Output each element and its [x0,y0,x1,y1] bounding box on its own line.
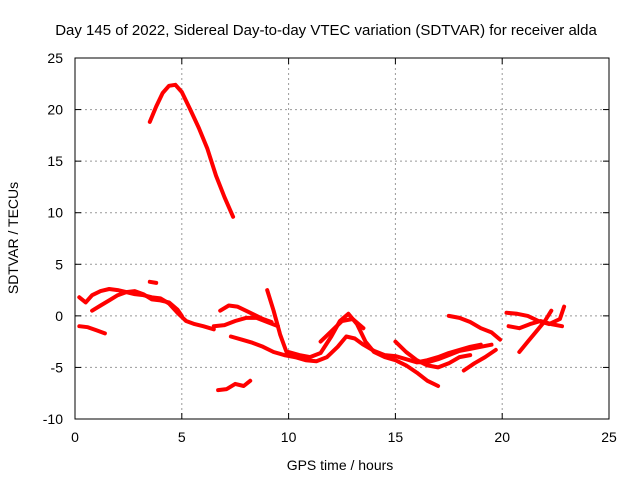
series-arc-i [318,317,366,344]
x-tick-label: 20 [494,429,510,445]
series-arc-c [90,289,184,318]
y-tick-label: 5 [55,256,63,272]
series-arc-high [147,82,236,219]
plot-frame [74,57,610,420]
series-arc-l [446,313,503,342]
x-tick-label: 10 [281,429,297,445]
y-tick-label: 15 [47,153,63,169]
chart-title: Day 145 of 2022, Sidereal Day-to-day VTE… [55,22,597,39]
series-arc-q [147,279,159,285]
data-series [77,82,567,393]
y-tick-label: 25 [47,50,63,66]
series-arc-f [228,334,297,360]
series-arc-h [286,311,441,388]
series-arc-m [461,347,498,373]
y-tick-label: -10 [43,411,63,427]
series-arc-e [211,315,280,329]
y-tick-label: -5 [51,359,64,375]
x-tick-label: 5 [178,429,186,445]
x-tick-label: 15 [388,429,404,445]
y-tick-label: 0 [55,308,63,324]
series-arc-j [393,339,473,370]
series-arc-o [506,319,564,331]
series-arc-r [216,378,253,393]
y-tick-label: 10 [47,205,63,221]
series-arc-b [77,324,107,336]
axis-ticks: 0 5 10 15 20 25 -10 -5 0 5 10 15 20 25 [43,50,617,445]
y-tick-label: 20 [47,102,63,118]
series-arc-p [517,308,554,354]
x-tick-label: 25 [601,429,617,445]
y-axis-label: SDTVAR / TECUs [5,182,21,294]
x-axis-label: GPS time / hours [287,457,394,473]
x-tick-label: 0 [71,429,79,445]
series-arc-k [414,342,494,365]
